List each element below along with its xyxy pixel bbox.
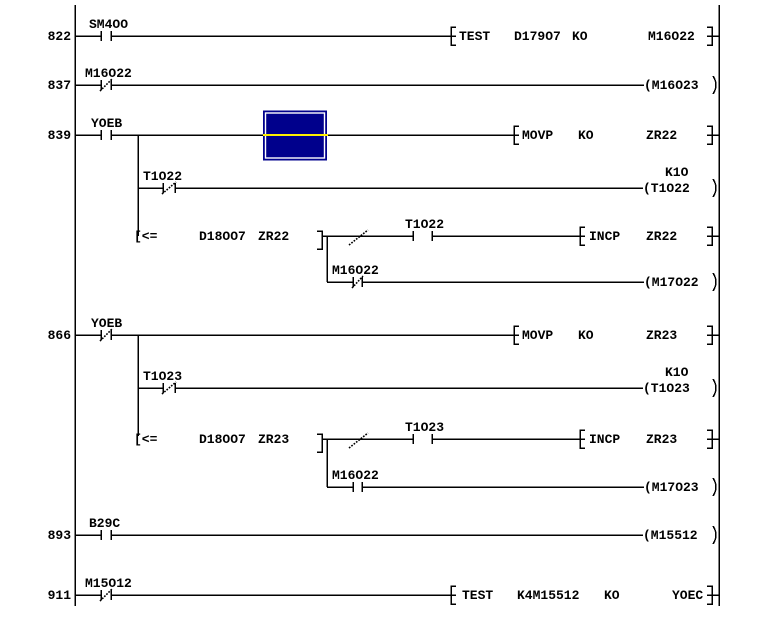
svg-text:SM4OO: SM4OO bbox=[89, 17, 128, 32]
svg-text:KO: KO bbox=[578, 328, 594, 343]
svg-text:M15O12: M15O12 bbox=[85, 576, 132, 591]
svg-text:M16O22: M16O22 bbox=[332, 468, 379, 483]
svg-text:MOVP: MOVP bbox=[522, 128, 553, 143]
svg-text:T1O23: T1O23 bbox=[143, 369, 182, 384]
svg-text:(M15512: (M15512 bbox=[643, 528, 698, 543]
svg-text:MOVP: MOVP bbox=[522, 328, 553, 343]
svg-text:[<=: [<= bbox=[134, 432, 158, 447]
svg-text:B29C: B29C bbox=[89, 516, 120, 531]
svg-text:ZR22: ZR22 bbox=[258, 229, 289, 244]
svg-text:839: 839 bbox=[48, 128, 72, 143]
svg-text:ZR23: ZR23 bbox=[646, 432, 677, 447]
svg-text:911: 911 bbox=[48, 588, 72, 603]
svg-text:INCP: INCP bbox=[589, 229, 620, 244]
svg-text:ZR23: ZR23 bbox=[258, 432, 289, 447]
svg-text:837: 837 bbox=[48, 78, 71, 93]
svg-text:T1O22: T1O22 bbox=[143, 169, 182, 184]
svg-text:YOEB: YOEB bbox=[91, 116, 122, 131]
svg-text:INCP: INCP bbox=[589, 432, 620, 447]
svg-text:(M16O23: (M16O23 bbox=[644, 78, 699, 93]
svg-text:YOEC: YOEC bbox=[672, 588, 703, 603]
svg-text:866: 866 bbox=[48, 328, 72, 343]
svg-text:K1O: K1O bbox=[665, 165, 689, 180]
svg-text:KO: KO bbox=[572, 29, 588, 44]
svg-text:M16O22: M16O22 bbox=[332, 263, 379, 278]
svg-text:ZR22: ZR22 bbox=[646, 128, 677, 143]
svg-text:K1O: K1O bbox=[665, 365, 689, 380]
svg-text:M16O22: M16O22 bbox=[85, 66, 132, 81]
svg-text:822: 822 bbox=[48, 29, 72, 44]
svg-text:D179O7: D179O7 bbox=[514, 29, 561, 44]
svg-text:YOEB: YOEB bbox=[91, 316, 122, 331]
svg-text:(M17O23: (M17O23 bbox=[644, 480, 699, 495]
svg-text:(T1O22: (T1O22 bbox=[643, 181, 690, 196]
svg-text:T1O22: T1O22 bbox=[405, 217, 444, 232]
svg-text:TEST: TEST bbox=[462, 588, 493, 603]
svg-text:(M17O22: (M17O22 bbox=[644, 275, 699, 290]
svg-text:(T1O23: (T1O23 bbox=[643, 381, 690, 396]
svg-text:D18OO7: D18OO7 bbox=[199, 229, 246, 244]
svg-text:[<=: [<= bbox=[134, 229, 158, 244]
svg-text:K4M15512: K4M15512 bbox=[517, 588, 580, 603]
svg-text:893: 893 bbox=[48, 528, 72, 543]
svg-text:KO: KO bbox=[578, 128, 594, 143]
svg-text:M16O22: M16O22 bbox=[648, 29, 695, 44]
svg-text:ZR23: ZR23 bbox=[646, 328, 677, 343]
svg-text:KO: KO bbox=[604, 588, 620, 603]
svg-text:T1O23: T1O23 bbox=[405, 420, 444, 435]
svg-text:D18OO7: D18OO7 bbox=[199, 432, 246, 447]
svg-text:ZR22: ZR22 bbox=[646, 229, 677, 244]
svg-text:TEST: TEST bbox=[459, 29, 490, 44]
